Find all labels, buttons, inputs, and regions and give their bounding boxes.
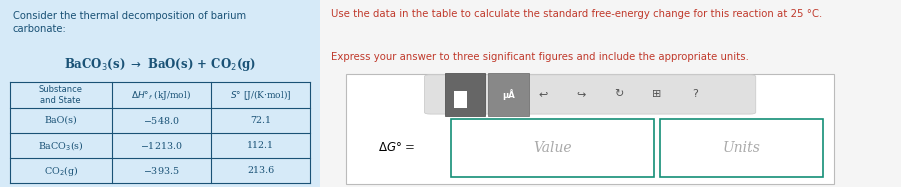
- Text: Units: Units: [723, 141, 760, 155]
- Text: Substance
and State: Substance and State: [39, 85, 83, 105]
- Text: $S°$ [J/(K$\cdot$mol)]: $S°$ [J/(K$\cdot$mol)]: [230, 88, 291, 102]
- Text: $\Delta H°_f$ (kJ/mol): $\Delta H°_f$ (kJ/mol): [132, 88, 192, 102]
- Text: Express your answer to three significant figures and include the appropriate uni: Express your answer to three significant…: [332, 52, 750, 62]
- Text: ↪: ↪: [577, 89, 586, 99]
- Text: 72.1: 72.1: [250, 116, 271, 125]
- Text: 112.1: 112.1: [247, 141, 274, 150]
- Text: $-$1213.0: $-$1213.0: [141, 140, 183, 151]
- Text: ⊞: ⊞: [652, 89, 661, 99]
- Text: ↻: ↻: [614, 89, 623, 99]
- Text: ?: ?: [692, 89, 697, 99]
- Text: Use the data in the table to calculate the standard free-energy change for this : Use the data in the table to calculate t…: [332, 9, 823, 19]
- FancyBboxPatch shape: [346, 74, 834, 184]
- FancyBboxPatch shape: [660, 119, 823, 177]
- Text: CO$_2$(g): CO$_2$(g): [43, 164, 78, 178]
- Text: BaCO$_3$(s): BaCO$_3$(s): [38, 139, 84, 152]
- Text: ↩: ↩: [539, 89, 549, 99]
- Text: BaO(s): BaO(s): [44, 116, 77, 125]
- FancyBboxPatch shape: [0, 0, 320, 187]
- Text: $-$548.0: $-$548.0: [143, 115, 180, 126]
- Text: $-$393.5: $-$393.5: [143, 165, 180, 176]
- FancyBboxPatch shape: [453, 91, 468, 108]
- Text: Consider the thermal decomposition of barium
carbonate:: Consider the thermal decomposition of ba…: [13, 11, 246, 34]
- Text: μÅ: μÅ: [503, 89, 515, 100]
- Text: BaCO$_3$(s) $\rightarrow$ BaO(s) + CO$_2$(g): BaCO$_3$(s) $\rightarrow$ BaO(s) + CO$_2…: [64, 56, 256, 73]
- Text: $\Delta G°$ =: $\Delta G°$ =: [378, 141, 415, 154]
- Text: Value: Value: [533, 141, 571, 155]
- FancyBboxPatch shape: [424, 75, 756, 114]
- Text: 213.6: 213.6: [247, 166, 274, 175]
- FancyBboxPatch shape: [445, 73, 486, 116]
- FancyBboxPatch shape: [450, 119, 654, 177]
- FancyBboxPatch shape: [488, 73, 529, 116]
